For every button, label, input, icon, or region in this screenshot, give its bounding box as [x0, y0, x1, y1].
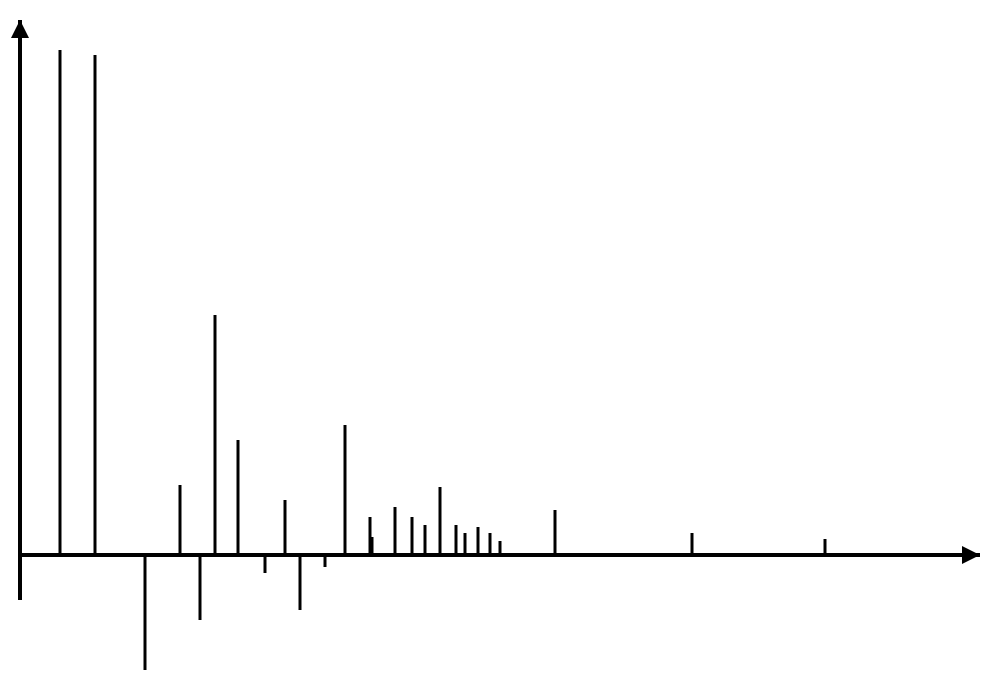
stem-plot — [0, 0, 1000, 689]
x-axis-arrow — [962, 546, 980, 564]
y-axis-arrow — [11, 20, 29, 38]
